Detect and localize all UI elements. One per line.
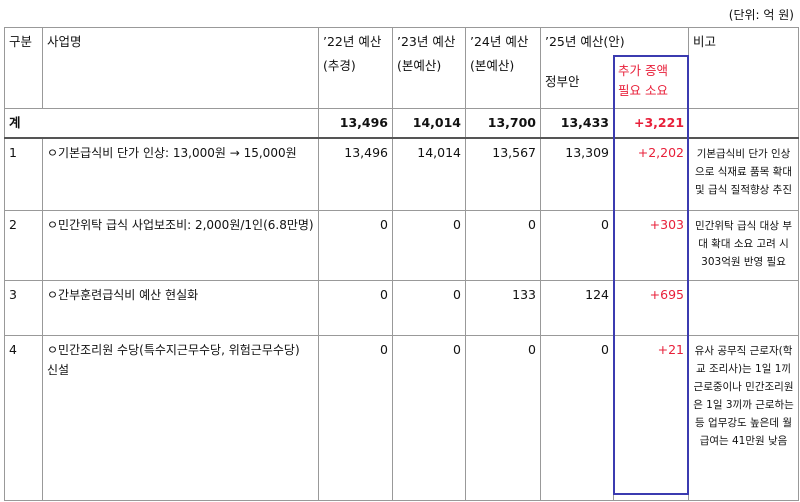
header-text: (본예산) bbox=[470, 58, 515, 73]
header-text: ’23년 예산 bbox=[397, 34, 456, 49]
header-text: (본예산) bbox=[397, 58, 442, 73]
row-value: 0 bbox=[465, 209, 541, 281]
data-row: 1 ㅇ기본급식비 단가 인상: 13,000원 → 15,000원 13,496 14… bbox=[4, 137, 800, 211]
row-remark: 민간위탁 급식 대상 부대 확대 소요 고려 시 303억원 반영 필요 bbox=[688, 209, 800, 281]
data-row: 4 ㅇ민간조리원 수당(특수지근무수당, 위험근무수당) 신설 0 0 0 0 +21 유사 … bbox=[4, 334, 800, 501]
total-value: 13,433 bbox=[540, 108, 614, 139]
empty-cell bbox=[688, 108, 800, 139]
row-value: 0 bbox=[318, 209, 393, 281]
total-label: 계 bbox=[4, 108, 319, 139]
total-value: 13,700 bbox=[465, 108, 541, 139]
row-name: ㅇ간부훈련급식비 예산 현실화 bbox=[42, 279, 319, 336]
row-number: 3 bbox=[4, 279, 43, 336]
unit-note: (단위: 억 원) bbox=[728, 8, 794, 22]
row-value: 0 bbox=[392, 334, 466, 501]
data-row: 2 ㅇ민간위탁 급식 사업보조비: 2,000원/1인(6.8만명) 0 0 0 0 +30… bbox=[4, 209, 800, 281]
header-cell: 사업명 bbox=[42, 27, 319, 109]
row-value: 0 bbox=[392, 209, 466, 281]
row-value: 0 bbox=[318, 334, 393, 501]
total-value: +3,221 bbox=[612, 108, 690, 139]
budget-table: 구분 사업명 ’22년 예산 (추경) ’23년 예산 (본예산) ’24년 예산 (… bbox=[4, 27, 800, 501]
empty-cell bbox=[688, 279, 800, 336]
total-value: 14,014 bbox=[392, 108, 466, 139]
row-value: 13,496 bbox=[318, 137, 393, 211]
total-value: 13,496 bbox=[318, 108, 393, 139]
row-number: 1 bbox=[4, 137, 43, 211]
row-remark: 유사 공무직 근로자(학교 조리사)는 1일 1끼 근로중이나 민간조리원은 1… bbox=[688, 334, 800, 501]
header-text: ’24년 예산 bbox=[470, 34, 529, 49]
total-row: 계 13,496 14,014 13,700 13,433 +3,221 bbox=[4, 108, 800, 139]
row-name: ㅇ민간위탁 급식 사업보조비: 2,000원/1인(6.8만명) bbox=[42, 209, 319, 281]
header-cell: ’24년 예산 (본예산) bbox=[465, 27, 541, 109]
header-cell: ’23년 예산 (본예산) bbox=[392, 27, 466, 109]
header-cell: 구분 bbox=[4, 27, 43, 109]
row-name: ㅇ민간조리원 수당(특수지근무수당, 위험근무수당) 신설 bbox=[42, 334, 319, 501]
row-value: 0 bbox=[465, 334, 541, 501]
row-number: 4 bbox=[4, 334, 43, 501]
row-value: 13,567 bbox=[465, 137, 541, 211]
data-row: 3 ㅇ간부훈련급식비 예산 현실화 0 0 133 124 +695 bbox=[4, 279, 800, 336]
row-value: +303 bbox=[612, 209, 690, 281]
header-cell: ’22년 예산 (추경) bbox=[318, 27, 393, 109]
row-remark: 기본급식비 단가 인상으로 식재료 품목 확대 및 급식 질적향상 추진 bbox=[688, 137, 800, 211]
row-value: +21 bbox=[612, 334, 690, 501]
row-value: 14,014 bbox=[392, 137, 466, 211]
row-value: +695 bbox=[612, 279, 690, 336]
row-number: 2 bbox=[4, 209, 43, 281]
row-name: ㅇ기본급식비 단가 인상: 13,000원 → 15,000원 bbox=[42, 137, 319, 211]
row-value: 0 bbox=[318, 279, 393, 336]
header-text: 추가 증액 bbox=[618, 63, 668, 78]
row-value: 13,309 bbox=[540, 137, 614, 211]
row-value: 133 bbox=[465, 279, 541, 336]
row-value: 0 bbox=[540, 209, 614, 281]
row-value: 0 bbox=[540, 334, 614, 501]
header-row: 구분 사업명 ’22년 예산 (추경) ’23년 예산 (본예산) ’24년 예산 (… bbox=[4, 27, 800, 109]
header-cell: 정부안 bbox=[540, 56, 614, 109]
header-text: (추경) bbox=[323, 58, 356, 73]
row-value: +2,202 bbox=[612, 137, 690, 211]
header-cell: 비고 bbox=[688, 27, 800, 109]
header-cell: ’25년 예산(안) bbox=[539, 27, 690, 57]
row-value: 0 bbox=[392, 279, 466, 336]
row-value: 124 bbox=[540, 279, 614, 336]
header-text: 필요 소요 bbox=[618, 83, 668, 98]
header-text: ’22년 예산 bbox=[323, 34, 382, 49]
